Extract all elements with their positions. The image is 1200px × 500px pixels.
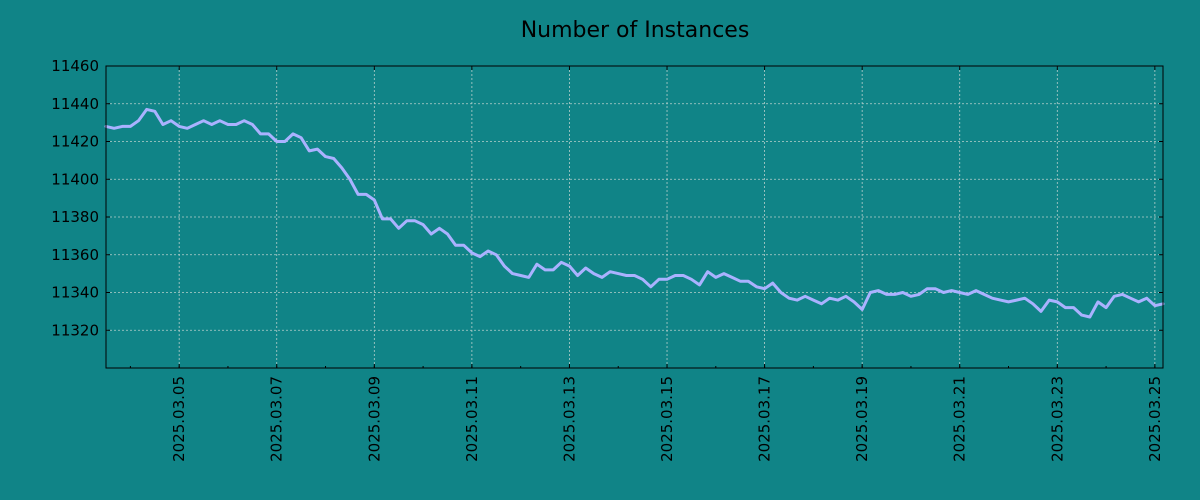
y-axis: 11320 11340 11360 11380 11400 11420 11440 11460 <box>51 57 1163 339</box>
x-tick-label: 2025.03.05 <box>170 376 188 462</box>
x-tick-label: 2025.03.07 <box>268 376 286 462</box>
chart-title: Number of Instances <box>521 18 750 43</box>
y-tick-label: 11340 <box>51 284 99 302</box>
x-tick-label: 2025.03.21 <box>951 376 969 462</box>
y-tick-label: 11400 <box>51 170 99 188</box>
y-tick-label: 11320 <box>51 321 99 339</box>
series-line <box>104 107 1165 319</box>
gridlines <box>106 65 1163 368</box>
x-tick-label: 2025.03.15 <box>658 376 676 462</box>
x-tick-label: 2025.03.25 <box>1146 376 1164 462</box>
x-tick-label: 2025.03.17 <box>756 376 774 462</box>
series-layer <box>104 107 1165 319</box>
x-tick-label: 2025.03.19 <box>853 376 871 462</box>
x-axis: 2025.03.05 2025.03.07 2025.03.09 2025.03.11… <box>129 66 1164 462</box>
y-tick-label: 11460 <box>51 57 99 75</box>
y-tick-label: 11420 <box>51 133 99 151</box>
y-tick-label: 11380 <box>51 208 99 226</box>
x-tick-label: 2025.03.11 <box>463 376 481 462</box>
y-tick-label: 11440 <box>51 95 99 113</box>
y-tick-label: 11360 <box>51 246 99 264</box>
x-tick-label: 2025.03.13 <box>560 376 578 462</box>
x-tick-label: 2025.03.09 <box>365 376 383 462</box>
x-tick-label: 2025.03.23 <box>1048 376 1066 462</box>
